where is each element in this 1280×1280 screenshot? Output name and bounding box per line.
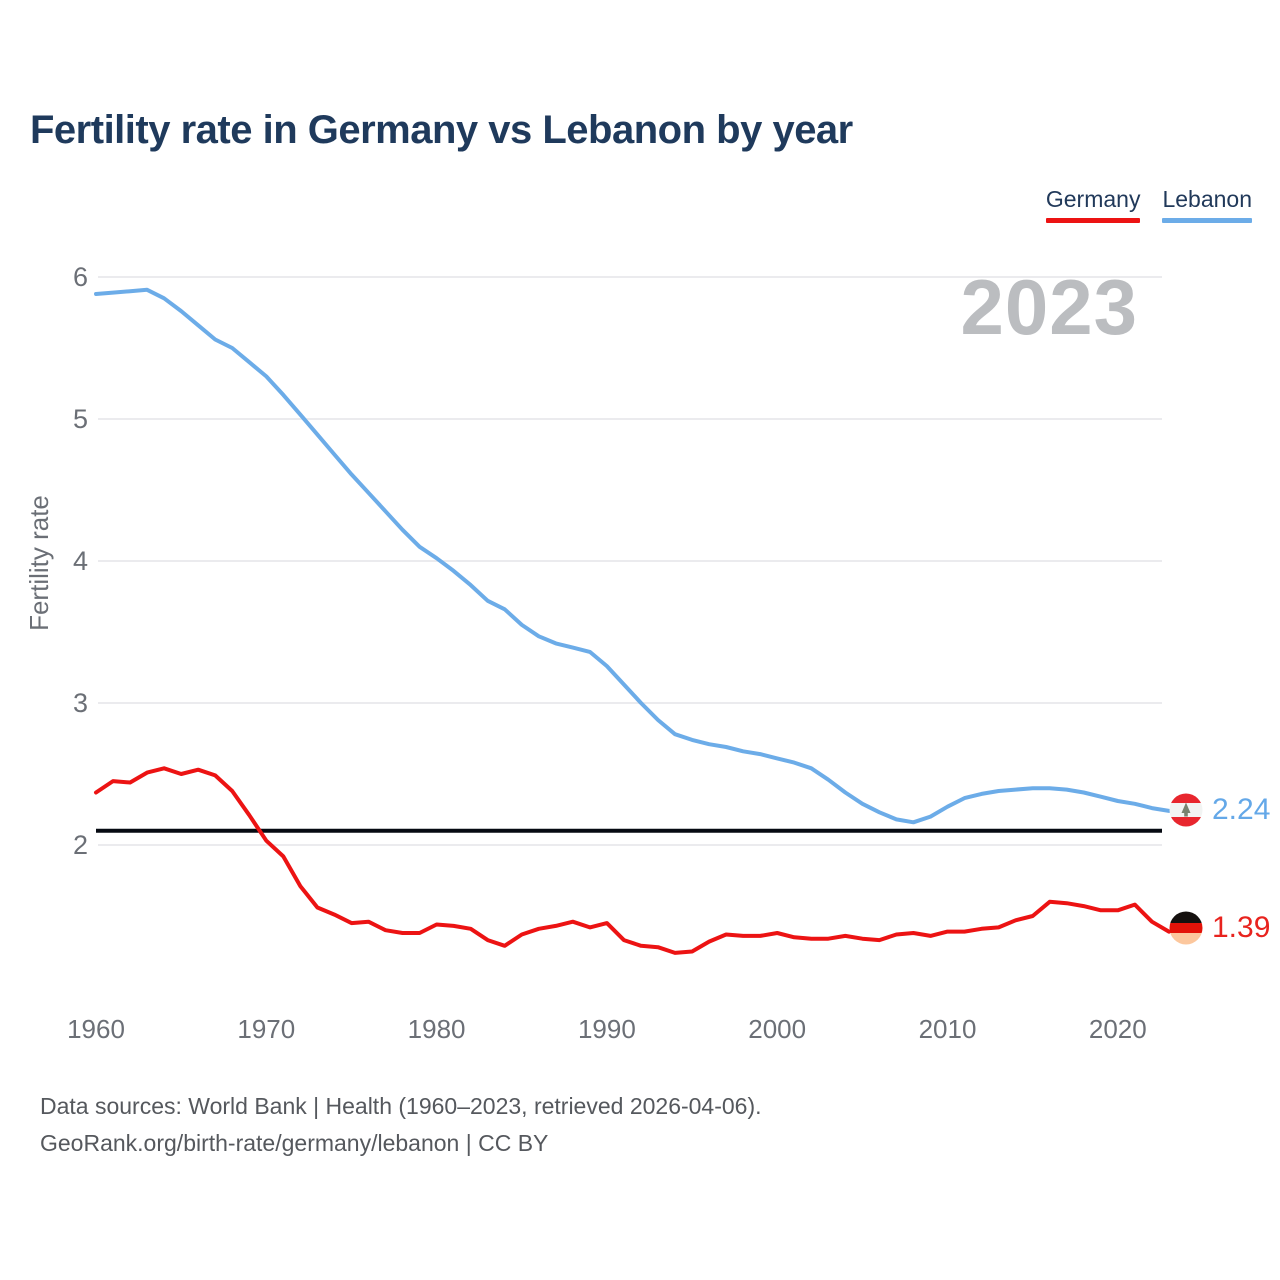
germany-flag-icon — [1169, 911, 1203, 945]
y-tick-label-4: 4 — [73, 546, 88, 576]
watermark-year: 2023 — [960, 263, 1138, 351]
legend-label-germany: Germany — [1045, 186, 1141, 212]
chart-title: Fertility rate in Germany vs Lebanon by … — [30, 108, 853, 152]
legend-item-germany[interactable]: Germany — [1045, 186, 1141, 223]
legend-swatch-germany — [1045, 218, 1141, 223]
x-tick-label-1980: 1980 — [408, 1014, 466, 1044]
series-line-germany — [94, 766, 1171, 955]
end-label-germany: 1.39 — [1169, 911, 1270, 945]
legend-swatch-lebanon — [1162, 218, 1252, 223]
footer: Data sources: World Bank | Health (1960–… — [40, 1088, 762, 1162]
legend-item-lebanon[interactable]: Lebanon — [1162, 186, 1252, 223]
y-tick-label-3: 3 — [73, 688, 88, 718]
x-tick-label-1960: 1960 — [67, 1014, 125, 1044]
y-tick-label-5: 5 — [73, 404, 88, 434]
series-line-lebanon — [94, 287, 1171, 825]
end-label-lebanon: 2.24 — [1169, 793, 1270, 827]
y-tick-label-2: 2 — [73, 830, 88, 860]
end-value-lebanon: 2.24 — [1212, 793, 1271, 826]
y-axis-title: Fertility rate — [24, 495, 54, 631]
lebanon-flag-icon — [1169, 793, 1203, 827]
legend-label-lebanon: Lebanon — [1162, 186, 1252, 212]
end-value-germany: 1.39 — [1212, 911, 1271, 944]
x-tick-label-2010: 2010 — [919, 1014, 977, 1044]
footer-attribution-line: GeoRank.org/birth-rate/germany/lebanon |… — [40, 1130, 549, 1156]
chart-legend: Germany Lebanon — [1045, 186, 1252, 223]
x-tick-label-1970: 1970 — [237, 1014, 295, 1044]
x-tick-label-2020: 2020 — [1089, 1014, 1147, 1044]
footer-source-line: Data sources: World Bank | Health (1960–… — [40, 1093, 762, 1119]
x-tick-label-1990: 1990 — [578, 1014, 636, 1044]
x-tick-label-2000: 2000 — [748, 1014, 806, 1044]
y-tick-label-6: 6 — [73, 262, 88, 292]
